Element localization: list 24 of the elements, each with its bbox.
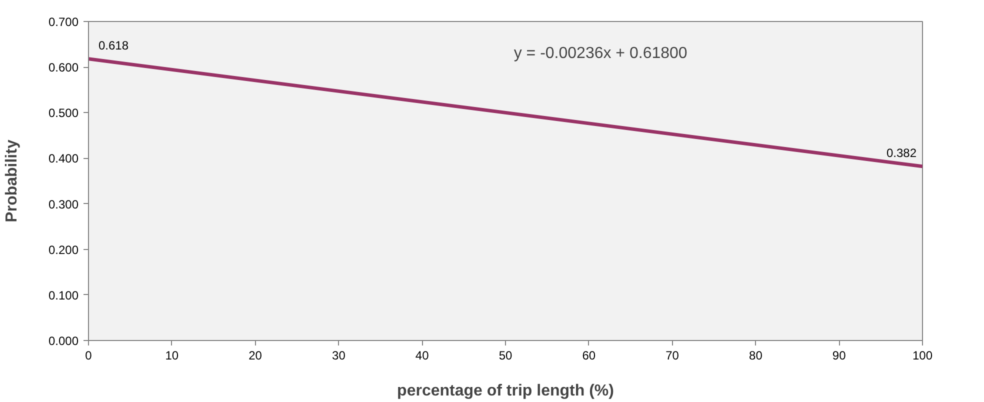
y-tick-label: 0.000 (48, 334, 79, 348)
y-tick-label: 0.600 (48, 60, 79, 75)
x-tick-label: 70 (666, 348, 680, 362)
x-tick-label: 90 (832, 348, 846, 362)
x-tick-label: 0 (85, 348, 92, 362)
y-tick-label: 0.500 (48, 106, 79, 120)
y-tick-label: 0.700 (48, 15, 79, 29)
annotation: 0.382 (886, 146, 917, 160)
y-tick-label: 0.100 (48, 288, 79, 302)
x-tick-label: 50 (498, 348, 512, 362)
x-tick-label: 80 (749, 348, 763, 362)
x-tick-label: 10 (165, 348, 179, 362)
x-tick-label: 40 (415, 348, 430, 362)
x-tick-label: 20 (248, 348, 262, 362)
x-tick-label: 30 (332, 348, 346, 362)
annotation: y = -0.00236x + 0.61800 (514, 44, 688, 62)
annotation: 0.618 (98, 38, 129, 52)
y-tick-label: 0.300 (48, 197, 79, 212)
x-tick-label: 60 (582, 348, 596, 362)
x-tick-label: 100 (912, 348, 933, 362)
y-axis-title: Probability (3, 140, 20, 222)
y-tick-label: 0.200 (48, 242, 79, 257)
x-axis-title: percentage of trip length (%) (397, 382, 614, 400)
y-tick-label: 0.400 (48, 152, 79, 166)
